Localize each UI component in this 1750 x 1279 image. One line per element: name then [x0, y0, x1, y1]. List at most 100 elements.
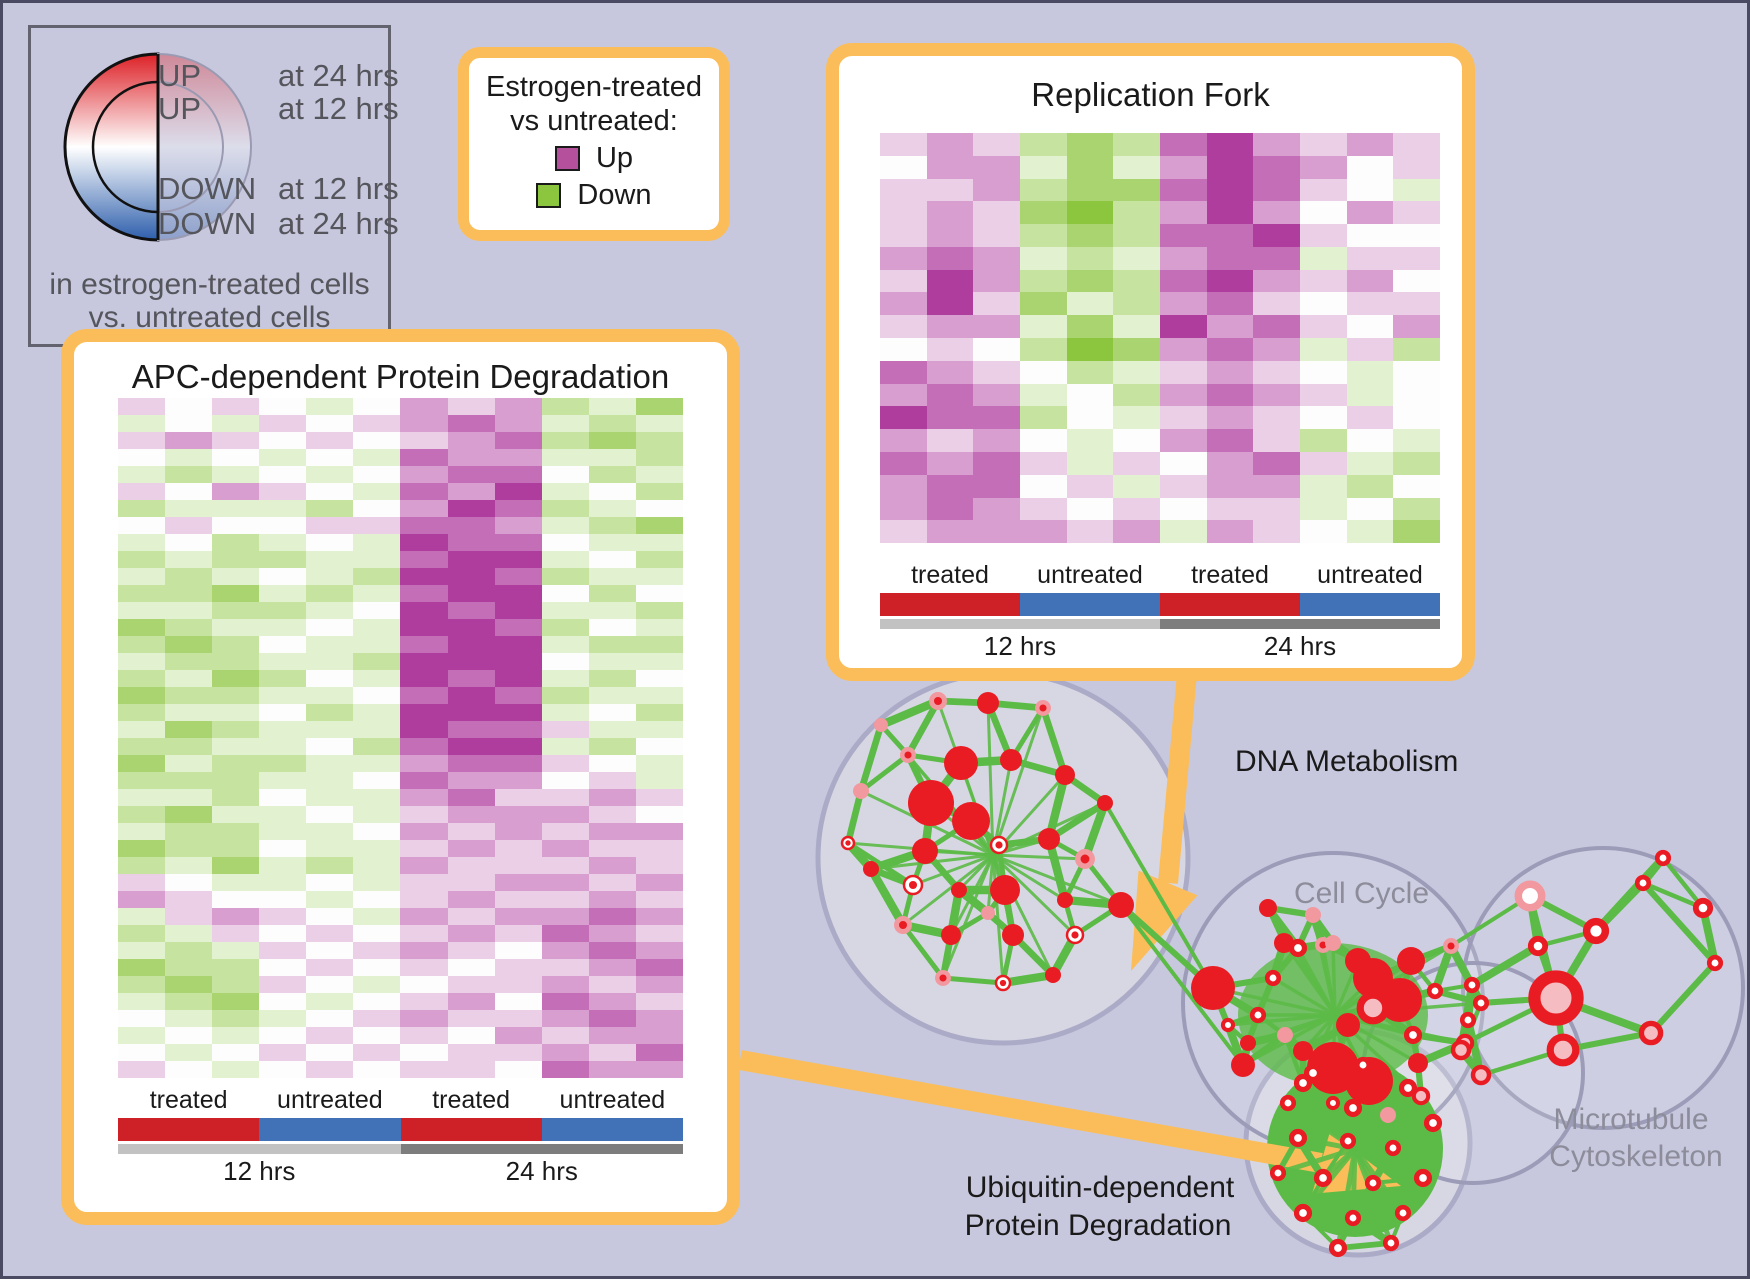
heatmap-cell	[926, 133, 974, 156]
network-edge	[1552, 994, 1567, 1054]
network-edge	[843, 838, 876, 874]
network-node	[1231, 1053, 1255, 1077]
heatmap-cell	[1113, 292, 1161, 316]
heatmap-cell	[588, 755, 636, 772]
color-key-item-down: Down	[469, 178, 719, 212]
network-edge	[1320, 940, 1336, 948]
network-node	[1443, 938, 1459, 954]
heatmap-cell	[353, 755, 401, 772]
heatmap-cell	[1066, 246, 1114, 270]
heatmap-cell	[1393, 315, 1441, 339]
network-edge	[1371, 1176, 1425, 1185]
heatmap-row	[118, 636, 683, 653]
network-node	[863, 861, 879, 877]
network-edge	[866, 846, 930, 874]
heatmap-cell	[926, 520, 974, 544]
heatmap-cell	[165, 806, 213, 823]
heatmap-cell	[118, 551, 166, 568]
heatmap-cell	[1206, 451, 1254, 475]
heatmap-cell	[165, 585, 213, 602]
heatmap-cell	[306, 772, 354, 789]
heatmap-cell	[1300, 383, 1347, 407]
network-node	[1307, 1042, 1359, 1094]
heatmap-row	[118, 772, 683, 789]
network-edge	[926, 758, 966, 808]
heatmap-cell	[926, 246, 974, 270]
heatmap-cell	[588, 551, 636, 568]
heatmap-cell	[212, 551, 260, 568]
heatmap-cell	[1346, 269, 1394, 293]
heatmap-cell	[1206, 155, 1254, 179]
network-edge	[870, 853, 994, 871]
gradient-ring-graphic	[63, 52, 252, 242]
network-edge	[1309, 1069, 1337, 1107]
heatmap-cell	[880, 474, 927, 498]
heatmap-row	[118, 823, 683, 840]
heatmap-cell	[259, 1027, 307, 1044]
heatmap-cell	[212, 704, 260, 721]
heatmap-cell	[259, 857, 307, 874]
heatmap-cell	[635, 925, 683, 942]
heatmap-cell	[1020, 178, 1067, 202]
heatmap-cell	[880, 338, 927, 361]
network-edge	[912, 853, 994, 887]
heatmap-cell	[973, 133, 1021, 156]
heatmap-row	[118, 415, 683, 432]
network-edge	[1369, 1004, 1417, 1039]
network-edge	[1333, 1013, 1350, 1027]
network-edge	[1209, 974, 1277, 992]
heatmap-cell	[494, 568, 542, 585]
heatmap-cell	[306, 840, 354, 857]
heatmap-cell	[635, 1010, 683, 1027]
heatmap-cell	[1020, 224, 1067, 247]
heatmap-cell	[447, 568, 495, 585]
heatmap-cell	[447, 517, 495, 534]
heatmap-cell	[400, 874, 448, 891]
time-bar	[880, 619, 1160, 629]
heatmap-cell	[212, 857, 260, 874]
heatmap-cell	[1206, 292, 1254, 316]
heatmap-cell	[973, 155, 1021, 179]
heatmap-cell	[400, 1044, 448, 1061]
heatmap-cell	[447, 687, 495, 704]
network-node	[1325, 935, 1341, 951]
network-node	[1002, 924, 1024, 946]
network-edge	[1301, 1014, 1337, 1084]
heatmap-cell	[541, 738, 589, 755]
heatmap-cell	[1066, 269, 1114, 293]
heatmap-cell	[447, 670, 495, 687]
heatmap-cell	[165, 415, 213, 432]
condition-bar	[259, 1118, 401, 1141]
network-edge	[1311, 914, 1337, 1016]
heatmap-cell	[1020, 292, 1067, 316]
network-edge	[1281, 940, 1301, 951]
heatmap-cell	[588, 976, 636, 993]
heatmap-cell	[635, 789, 683, 806]
network-edge	[1335, 1240, 1394, 1251]
heatmap-cell	[588, 840, 636, 857]
heatmap-cell	[494, 925, 542, 942]
heatmap-cell	[635, 772, 683, 789]
heatmap-cell	[1113, 451, 1161, 475]
up-color-swatch	[554, 145, 580, 171]
heatmap-row	[118, 483, 683, 500]
heatmap-cell	[541, 636, 589, 653]
panel-arrow-head	[1131, 870, 1198, 971]
network-edge	[1284, 1013, 1336, 1037]
heatmap-cell	[353, 653, 401, 670]
down-color-swatch	[536, 182, 562, 208]
dna-cluster-circle	[815, 670, 1191, 1046]
network-edge	[1274, 1169, 1307, 1217]
network-edge	[1421, 1121, 1435, 1180]
heatmap-cell	[118, 806, 166, 823]
heatmap-cell	[400, 415, 448, 432]
heatmap-cell	[212, 636, 260, 653]
ring-right-half	[157, 52, 252, 242]
network-edge	[1352, 1148, 1394, 1244]
heatmap-cell	[353, 1027, 401, 1044]
network-edge	[1334, 1001, 1482, 1017]
heatmap-cell	[494, 619, 542, 636]
heatmap-cell	[973, 224, 1021, 247]
heatmap-cell	[259, 1010, 307, 1027]
heatmap-cell	[926, 155, 974, 179]
